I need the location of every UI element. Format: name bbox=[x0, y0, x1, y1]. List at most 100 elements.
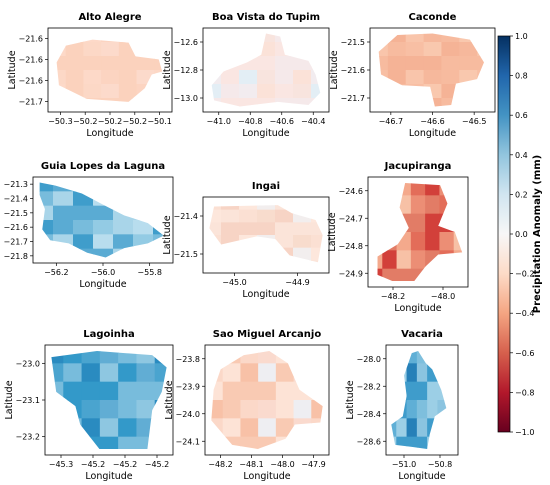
grid-cell bbox=[453, 250, 463, 270]
grid-cell bbox=[221, 247, 240, 261]
grid-cell bbox=[416, 418, 428, 438]
grid-cell bbox=[118, 56, 138, 71]
grid-cell bbox=[275, 247, 294, 261]
grid-cell bbox=[221, 260, 240, 263]
grid-cell bbox=[459, 33, 478, 43]
grid-cell bbox=[53, 182, 74, 192]
grid-cell bbox=[211, 363, 224, 383]
grid-cell bbox=[39, 182, 54, 192]
grid-cell bbox=[113, 220, 134, 235]
x-tick-label: −56.2 bbox=[44, 268, 69, 277]
grid-cell bbox=[239, 98, 258, 107]
grid-cell bbox=[293, 363, 312, 383]
grid-cell bbox=[311, 33, 321, 43]
grid-cell bbox=[101, 84, 120, 99]
y-axis-label: Latitude bbox=[162, 50, 173, 89]
grid-cell bbox=[378, 33, 389, 43]
grid-cell bbox=[81, 381, 101, 401]
grid-cell bbox=[387, 84, 407, 99]
grid-cell bbox=[275, 209, 294, 223]
grid-cell bbox=[293, 381, 312, 401]
x-tick-label: −48.2 bbox=[381, 292, 406, 301]
grid-cell bbox=[377, 250, 383, 270]
map-panel-sao-miguel-arcanjo: Sao Miguel Arcanjo −48.2 −48.1 −48.0 −47.9 −2… bbox=[164, 329, 330, 482]
grid-cell bbox=[405, 33, 425, 43]
map-panel-boa-vista-do-tupim: Boa Vista do Tupim −41.0 −40.8 −40.6 −40.4 −1… bbox=[162, 12, 330, 139]
grid-cell bbox=[222, 363, 242, 383]
axes-frame bbox=[367, 176, 469, 288]
grid-cell bbox=[118, 381, 138, 401]
colorbar-tick-label: 0.2 bbox=[515, 190, 528, 199]
grid-cell bbox=[439, 213, 455, 233]
grid-cell bbox=[239, 209, 258, 223]
grid-cell bbox=[382, 183, 398, 196]
x-axis-label: Longitude bbox=[394, 303, 441, 314]
grid-cell bbox=[423, 56, 443, 71]
grid-cell bbox=[154, 381, 167, 401]
grid-cell bbox=[211, 400, 224, 419]
grid-cell bbox=[427, 363, 439, 383]
grid-cell bbox=[257, 260, 276, 263]
grid-cell bbox=[154, 363, 167, 383]
grid-cell bbox=[387, 42, 407, 57]
y-axis-label: Latitude bbox=[4, 380, 15, 419]
grid-cell bbox=[387, 98, 407, 107]
grid-cell bbox=[211, 42, 222, 57]
y-tick-label: −28.4 bbox=[356, 410, 381, 419]
x-tick-label: −50.3 bbox=[48, 117, 73, 126]
grid-cell bbox=[133, 220, 154, 235]
grid-cell bbox=[275, 33, 294, 43]
grid-cell bbox=[211, 33, 222, 43]
grid-cell bbox=[427, 400, 439, 419]
grid-cell bbox=[133, 205, 154, 221]
grid-cell bbox=[382, 250, 398, 270]
x-tick-label: −50.2 bbox=[73, 117, 98, 126]
grid-cell bbox=[423, 98, 443, 107]
grid-cell bbox=[65, 84, 85, 99]
colorbar-tick-label: 0.8 bbox=[515, 72, 528, 81]
grid-cell bbox=[311, 247, 323, 261]
grid-cell bbox=[275, 436, 295, 449]
grid-cell bbox=[211, 418, 224, 438]
grid-cell bbox=[101, 56, 120, 71]
grid-cell bbox=[81, 418, 101, 438]
grid-cell bbox=[257, 70, 276, 85]
grid-cell bbox=[221, 84, 240, 99]
grid-cell bbox=[275, 418, 295, 438]
y-tick-label: −24.7 bbox=[338, 214, 363, 223]
y-tick-label: −21.3 bbox=[3, 180, 28, 189]
grid-cell bbox=[73, 205, 94, 221]
grid-cell bbox=[221, 209, 240, 223]
grid-cell bbox=[153, 182, 164, 192]
grid-cell bbox=[425, 232, 441, 251]
grid-cell bbox=[453, 195, 463, 215]
grid-cell bbox=[387, 70, 407, 85]
panel-title: Guia Lopes da Laguna bbox=[41, 161, 165, 172]
grid-cell bbox=[239, 70, 258, 85]
grid-cell bbox=[136, 418, 156, 438]
x-axis-label: Longitude bbox=[242, 128, 289, 139]
y-tick-label: −13.0 bbox=[173, 94, 198, 103]
grid-cell bbox=[240, 418, 259, 438]
grid-cell bbox=[221, 33, 240, 43]
panel-title: Ingai bbox=[252, 181, 280, 192]
grid-cell bbox=[293, 400, 312, 419]
x-tick-label: −45.2 bbox=[113, 460, 138, 469]
grid-cell bbox=[459, 70, 478, 85]
grid-cell bbox=[133, 248, 154, 258]
y-tick-label: −21.7 bbox=[3, 238, 28, 247]
y-axis-label: Latitude bbox=[345, 380, 356, 419]
grid-cell bbox=[99, 418, 119, 438]
grid-cell bbox=[154, 418, 167, 438]
grid-cell bbox=[293, 222, 312, 236]
grid-cell bbox=[406, 381, 418, 401]
colorbar-tick-label: −0.6 bbox=[515, 349, 534, 358]
grid-cell bbox=[51, 400, 64, 419]
grid-cell bbox=[311, 418, 323, 438]
grid-cell bbox=[39, 220, 54, 235]
grid-cell bbox=[477, 70, 484, 85]
grid-cell bbox=[258, 363, 277, 383]
grid-cell bbox=[133, 234, 154, 250]
map-panel-lagoinha: Lagoinha −45.3 −45.2 −45.2 −45.2 −23.0 −23.1 −2… bbox=[4, 329, 174, 482]
grid-cell bbox=[311, 98, 321, 107]
